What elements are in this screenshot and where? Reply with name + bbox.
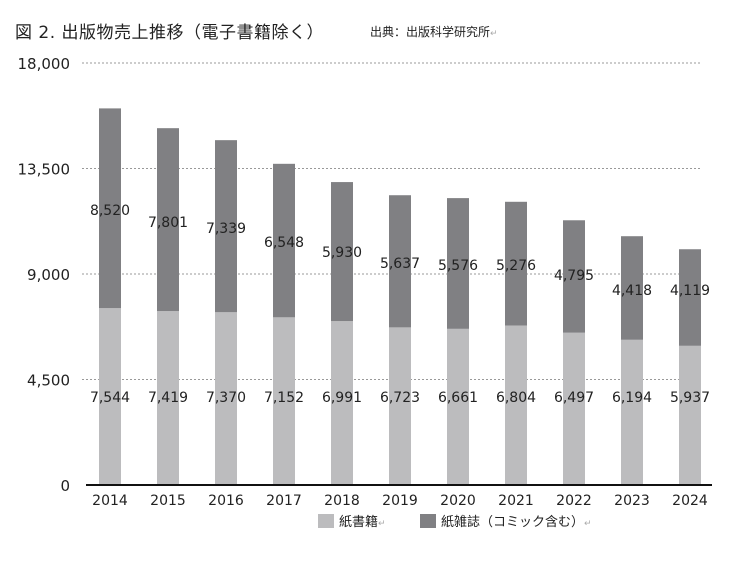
x-tick-label: 2024: [672, 493, 708, 509]
bar-magazines: [157, 128, 179, 312]
x-tick-label: 2018: [324, 493, 360, 509]
data-label: 7,370: [206, 390, 246, 406]
x-tick-label: 2014: [92, 493, 128, 509]
data-label: 7,339: [206, 221, 246, 237]
data-label: 5,576: [438, 258, 478, 274]
source-note: 出典：出版科学研究所: [370, 23, 498, 40]
data-label: 6,804: [496, 390, 536, 406]
legend-item-paper-books: 紙書籍: [318, 511, 386, 530]
legend-swatch-magazines: [420, 513, 436, 528]
x-tick-label: 2016: [208, 493, 244, 509]
bar-paper-books: [621, 339, 643, 485]
bar-paper-books: [505, 325, 527, 485]
data-label: 7,152: [264, 390, 304, 406]
data-label: 7,419: [148, 390, 188, 406]
x-tick-label: 2015: [150, 493, 186, 509]
bar-paper-books: [331, 321, 353, 485]
legend-item-magazines: 紙雑誌（コミック含む）: [420, 511, 592, 530]
y-tick-label: 13,500: [18, 161, 71, 179]
y-tick-label: 9,000: [27, 266, 70, 284]
bar-magazines: [273, 163, 295, 318]
data-label: 5,637: [380, 256, 420, 272]
legend-label: 紙書籍: [339, 511, 386, 530]
legend-swatch-paper-books: [318, 513, 334, 528]
data-label: 5,930: [322, 245, 362, 261]
bar-magazines: [99, 108, 121, 309]
y-tick-label: 0: [60, 477, 70, 495]
bar-magazines: [389, 195, 411, 328]
bar-paper-books: [273, 317, 295, 485]
bar-magazines: [679, 249, 701, 346]
bar-magazines: [621, 236, 643, 340]
bar-magazines: [505, 201, 527, 326]
y-tick-label: 18,000: [18, 55, 71, 73]
data-label: 4,795: [554, 268, 594, 284]
data-label: 8,520: [90, 203, 130, 219]
data-label: 7,544: [90, 390, 130, 406]
data-label: 6,194: [612, 390, 652, 406]
x-tick-label: 2022: [556, 493, 592, 509]
bar-paper-books: [447, 328, 469, 485]
data-label: 4,418: [612, 283, 652, 299]
data-label: 5,937: [670, 390, 710, 406]
x-tick-label: 2023: [614, 493, 650, 509]
legend-label: 紙雑誌（コミック含む）: [441, 511, 592, 530]
y-tick-label: 4,500: [27, 372, 70, 390]
bar-paper-books: [563, 332, 585, 485]
data-label: 6,497: [554, 390, 594, 406]
data-label: 6,991: [322, 390, 362, 406]
bar-paper-books: [215, 312, 237, 485]
x-tick-label: 2019: [382, 493, 418, 509]
bar-magazines: [563, 220, 585, 333]
data-label: 5,276: [496, 258, 536, 274]
bar-paper-books: [389, 327, 411, 485]
bar-magazines: [331, 182, 353, 322]
x-tick-label: 2020: [440, 493, 476, 509]
chart-title: 図 2. 出版物売上推移（電子書籍除く）: [15, 23, 325, 43]
data-label: 6,661: [438, 390, 478, 406]
data-label: 7,801: [148, 215, 188, 231]
bar-paper-books: [679, 345, 701, 485]
bar-magazines: [215, 140, 237, 313]
x-tick-label: 2021: [498, 493, 534, 509]
data-label: 4,119: [670, 283, 710, 299]
x-tick-label: 2017: [266, 493, 302, 509]
bar-paper-books: [99, 308, 121, 485]
data-label: 6,548: [264, 235, 304, 251]
bar-paper-books: [157, 311, 179, 485]
bar-magazines: [447, 198, 469, 329]
data-label: 6,723: [380, 390, 420, 406]
